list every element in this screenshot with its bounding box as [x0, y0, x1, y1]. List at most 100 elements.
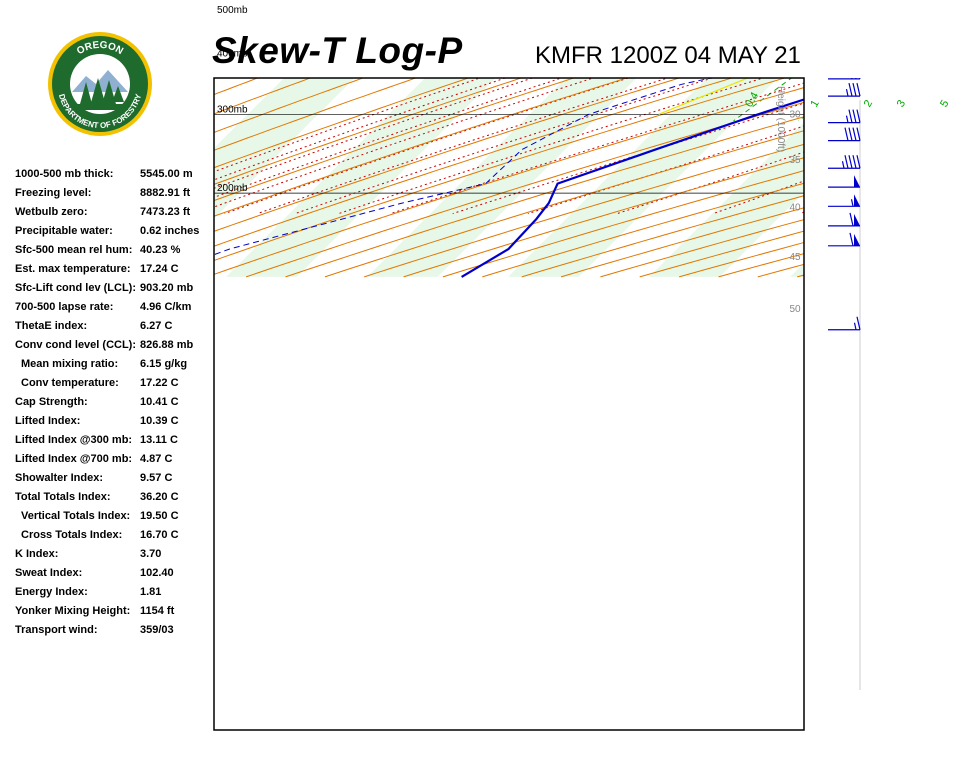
index-row: Est. max temperature: 17.24 C — [15, 263, 215, 282]
index-value: 16.70 C — [140, 529, 179, 541]
stability-indices-panel: 1000-500 mb thick: 5545.00 m Freezing leve… — [15, 168, 215, 643]
wind-barb-flag — [857, 0, 860, 5]
wind-barb-flag — [849, 49, 852, 62]
moist-adiabat — [257, 78, 670, 215]
height-tick-label: 40 — [789, 202, 801, 213]
pressure-label: 500mb — [217, 5, 248, 16]
wind-barb-flag — [856, 316, 861, 330]
sounding-profiles — [214, 78, 804, 278]
index-value: 19.50 C — [140, 510, 179, 522]
index-label: Mean mixing ratio: — [21, 358, 119, 370]
logo-top-text: OREGON — [75, 40, 125, 57]
index-row: Transport wind: 359/03 — [15, 624, 215, 643]
index-row: Conv cond level (CCL): 826.88 mb — [15, 339, 215, 358]
index-row: ThetaE index: 6.27 C — [15, 320, 215, 339]
index-value: 8882.91 ft — [140, 187, 191, 199]
index-value: 3.70 — [140, 548, 162, 560]
wind-barbs — [828, 0, 861, 690]
temperature-profile — [461, 98, 804, 278]
wind-barb-flag — [852, 127, 857, 141]
index-row: Sfc-500 mean rel hum: 40.23 % — [15, 244, 215, 263]
index-row: K Index: 3.70 — [15, 548, 215, 567]
wind-barb-half-flag — [845, 115, 849, 123]
index-row: Conv temperature: 17.22 C — [15, 377, 215, 396]
wind-barb-half-flag — [853, 322, 857, 330]
index-value: 826.88 mb — [140, 339, 194, 351]
index-value: 5545.00 m — [140, 168, 193, 180]
index-label: Precipitable water: — [15, 225, 113, 237]
svg-text:OREGON: OREGON — [75, 40, 125, 57]
mixing-ratio-label: 5 — [938, 98, 951, 109]
dry-adiabat — [214, 78, 576, 202]
mixing-ratio-line — [798, 116, 804, 122]
moist-adiabats — [214, 78, 804, 215]
plot-frame — [213, 77, 805, 731]
index-value: 1.81 — [140, 586, 162, 598]
mixing-ratio-label: 1 — [808, 98, 821, 109]
station-time-label: KMFR 1200Z 04 MAY 21 — [535, 42, 801, 69]
wind-barb-pennant — [854, 233, 860, 246]
index-label: Vertical Totals Index: — [21, 510, 131, 522]
wind-barb-flag — [856, 83, 861, 97]
index-value: 6.27 C — [140, 320, 173, 332]
pressure-labels: 200mb300mb400mb500mb600mb700mb800mb900mb… — [217, 5, 248, 194]
wind-barb-flag — [856, 127, 861, 141]
wind-barb-flag — [848, 127, 853, 141]
wind-barb-half-flag — [847, 30, 849, 37]
index-label: 1000-500 mb thick: — [15, 168, 114, 180]
temperature-band — [790, 262, 804, 277]
index-value: 102.40 — [140, 567, 174, 579]
wind-barb-flag — [856, 155, 861, 169]
index-label: Energy Index: — [15, 586, 88, 598]
wind-barb-flag — [855, 78, 857, 80]
mixing-ratio-label: 2 — [862, 98, 875, 109]
height-tick-label: 35 — [789, 155, 801, 166]
index-row: Lifted Index @300 mb: 13.11 C — [15, 434, 215, 453]
height-tick-label: 50 — [789, 304, 801, 315]
wind-barb-flag — [849, 232, 854, 246]
index-row: Sfc-Lift cond lev (LCL): 903.20 mb — [15, 282, 215, 301]
height-labels: Height (1000ft) 30 35 40 45 50 — [775, 86, 801, 315]
wind-barb-flag — [853, 49, 856, 62]
index-value: 359/03 — [140, 624, 174, 636]
wind-barb-flag — [844, 155, 849, 169]
wind-barb-flag — [848, 83, 853, 97]
dry-adiabat — [214, 78, 523, 185]
index-row: Yonker Mixing Height: 1154 ft — [15, 605, 215, 624]
moist-adiabat — [294, 78, 715, 215]
index-row: Wetbulb zero: 7473.23 ft — [15, 206, 215, 225]
dry-adiabat — [876, 0, 960, 277]
index-label: Est. max temperature: — [15, 263, 131, 275]
wind-barb-flag — [844, 127, 849, 141]
index-row: Total Totals Index: 36.20 C — [15, 491, 215, 510]
wind-barb-half-flag — [850, 199, 854, 207]
index-label: Lifted Index: — [15, 415, 81, 427]
index-value: 10.41 C — [140, 396, 179, 408]
index-value: 4.96 C/km — [140, 301, 192, 313]
index-row: Precipitable water: 0.62 inches — [15, 225, 215, 244]
wind-barb-flag — [853, 24, 856, 37]
wind-barb-flag — [849, 8, 852, 21]
wind-barb-flag — [856, 109, 861, 123]
oregon-forestry-logo: OREGON DEPARTMENT OF FORESTRY — [46, 30, 154, 138]
index-value: 17.22 C — [140, 377, 179, 389]
index-label: Sweat Index: — [15, 567, 83, 579]
wind-barb-flag — [852, 155, 857, 169]
dry-adiabat — [797, 274, 804, 278]
index-value: 903.20 mb — [140, 282, 194, 294]
index-label: Lifted Index @300 mb: — [15, 434, 133, 446]
index-label: Freezing level: — [15, 187, 92, 199]
index-value: 7473.23 ft — [140, 206, 191, 218]
index-value: 1154 ft — [140, 605, 175, 617]
index-value: 13.11 C — [140, 434, 178, 446]
temperature-band — [226, 78, 496, 277]
wind-barb-flag — [852, 109, 857, 123]
index-label: Sfc-Lift cond lev (LCL): — [15, 282, 136, 294]
index-label: K Index: — [15, 548, 59, 560]
index-label: Cap Strength: — [15, 396, 88, 408]
index-row: Cross Totals Index: 16.70 C — [15, 529, 215, 548]
wind-barb-pennant — [854, 213, 860, 226]
index-label: Yonker Mixing Height: — [15, 605, 131, 617]
height-tick-label: 45 — [789, 252, 801, 263]
